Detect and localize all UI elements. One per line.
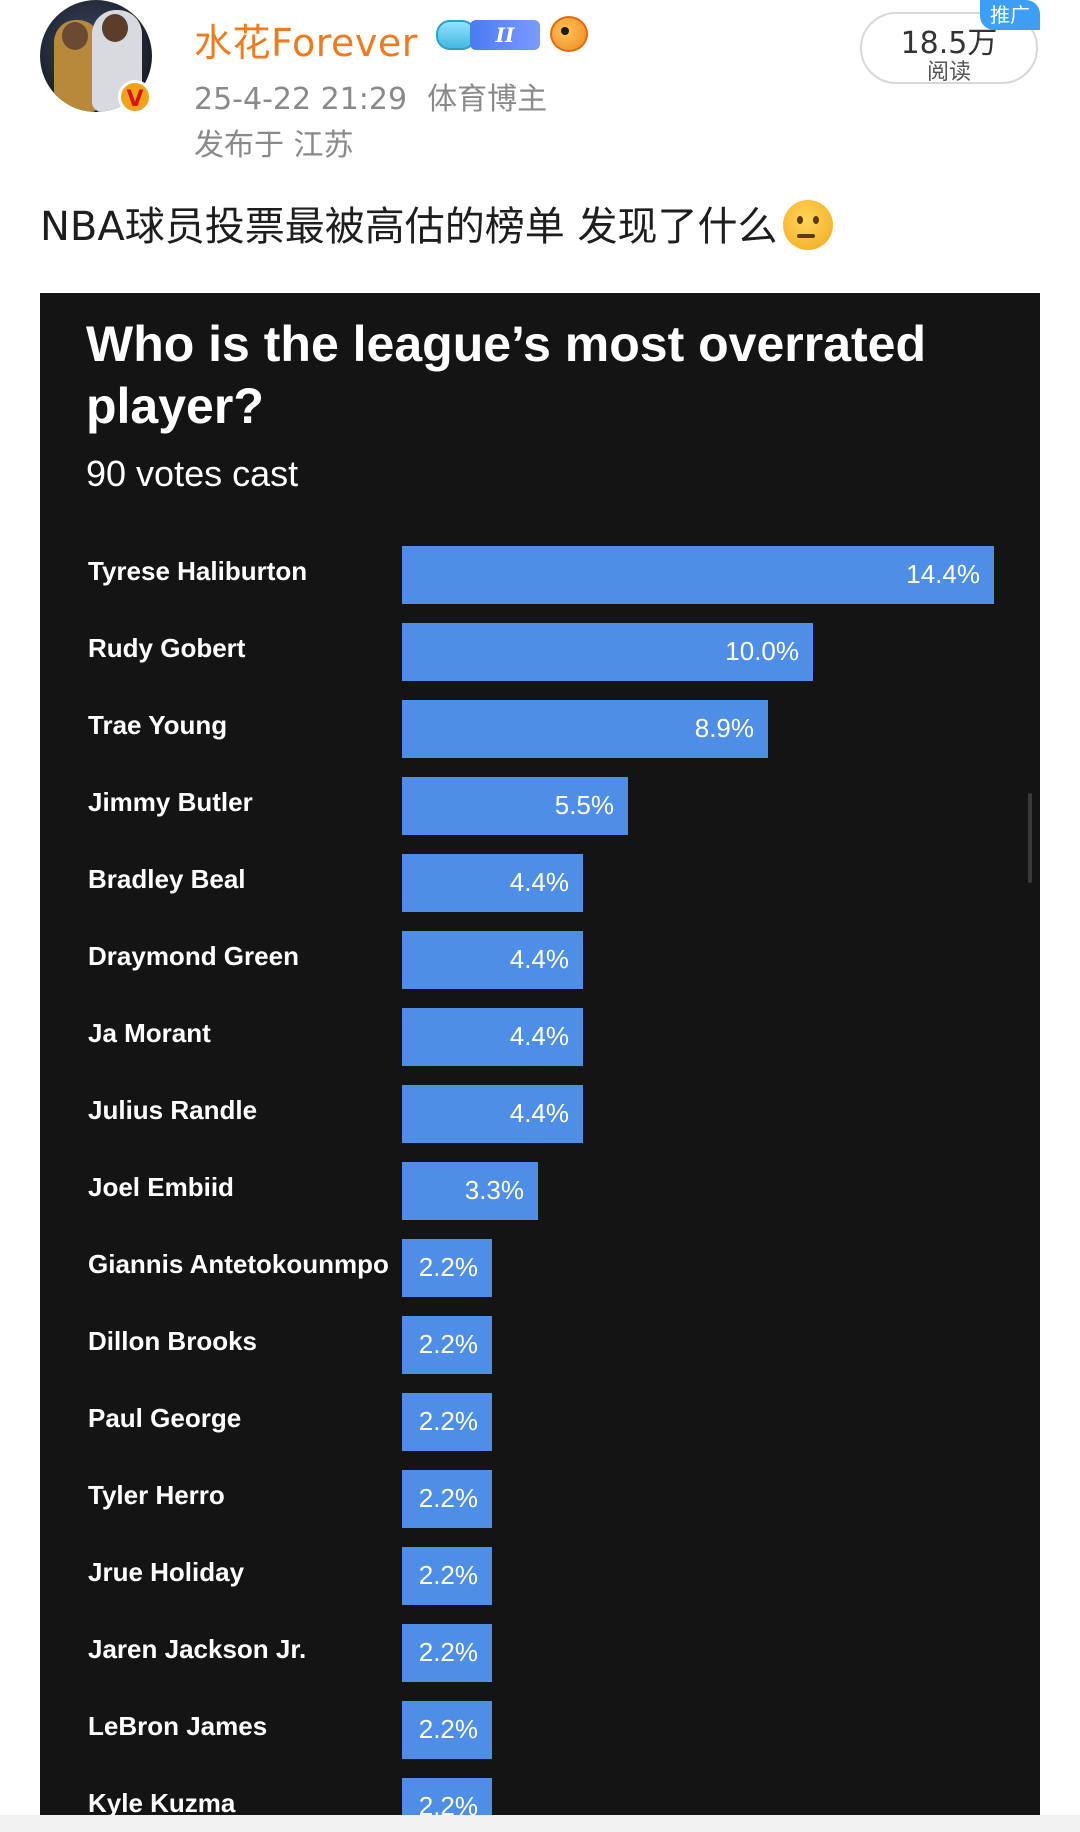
bar-value-label: 8.9% xyxy=(694,713,754,743)
bar: 2.2% xyxy=(402,1316,492,1374)
bar: 2.2% xyxy=(402,1393,492,1451)
bar: 2.2% xyxy=(402,1470,492,1528)
chart-image[interactable]: Who is the league’s most overrated playe… xyxy=(40,293,1040,1832)
bar: 14.4% xyxy=(402,546,994,604)
chart-row: LeBron James 2.2% xyxy=(40,1701,1040,1759)
bar-category-label: Ja Morant xyxy=(88,1018,211,1048)
post-date: 25-4-22 21:29 xyxy=(194,82,408,117)
bar-category-label: Dillon Brooks xyxy=(88,1326,258,1356)
bar-category-label: Tyrese Haliburton xyxy=(88,556,308,586)
chart-subtitle: 90 votes cast xyxy=(86,453,299,494)
avatar-face-left xyxy=(62,22,88,50)
bottom-strip xyxy=(0,1815,1080,1832)
bar: 4.4% xyxy=(402,1008,583,1066)
bar-value-label: 2.2% xyxy=(418,1560,478,1590)
level-badge[interactable]: II xyxy=(470,20,540,50)
bar-value-label: 4.4% xyxy=(509,1098,569,1128)
bar-value-label: 14.4% xyxy=(906,559,980,589)
post-text-content: NBA球员投票最被高估的榜单 发现了什么 xyxy=(40,204,778,250)
chart-row: Julius Randle 4.4% xyxy=(40,1085,1040,1143)
chart-row: Trae Young 8.9% xyxy=(40,700,1040,758)
post-text: NBA球员投票最被高估的榜单 发现了什么 xyxy=(40,194,834,252)
bar: 2.2% xyxy=(402,1701,492,1759)
verified-badge-icon: V xyxy=(118,80,152,114)
post-header: V 水花Forever II 25-4-22 21:29 体育博主 发布于 江苏 … xyxy=(0,0,1080,180)
bar: 2.2% xyxy=(402,1624,492,1682)
chart-title: Who is the league’s most overrated playe… xyxy=(86,316,927,434)
chart-row: Tyrese Haliburton 14.4% xyxy=(40,546,1040,604)
chart-row: Joel Embiid 3.3% xyxy=(40,1162,1040,1220)
bar-value-label: 2.2% xyxy=(418,1483,478,1513)
chart-row: Giannis Antetokounmpo 2.2% xyxy=(40,1239,1040,1297)
scroll-indicator xyxy=(1028,793,1032,883)
bar: 3.3% xyxy=(402,1162,538,1220)
bar-category-label: Paul George xyxy=(88,1403,242,1433)
chart-row: Draymond Green 4.4% xyxy=(40,931,1040,989)
bar-category-label: Julius Randle xyxy=(88,1095,258,1125)
bar-value-label: 2.2% xyxy=(418,1329,478,1359)
bar: 5.5% xyxy=(402,777,628,835)
bar-category-label: Jaren Jackson Jr. xyxy=(88,1634,307,1664)
chart-row: Paul George 2.2% xyxy=(40,1393,1040,1451)
bar-category-label: Joel Embiid xyxy=(88,1172,234,1202)
bar-value-label: 4.4% xyxy=(509,944,569,974)
bar-category-label: Tyler Herro xyxy=(88,1480,225,1510)
bar-value-label: 2.2% xyxy=(418,1714,478,1744)
chart-row: Bradley Beal 4.4% xyxy=(40,854,1040,912)
bar: 10.0% xyxy=(402,623,813,681)
user-avatar[interactable] xyxy=(40,0,152,112)
bar-category-label: Jimmy Butler xyxy=(88,787,253,817)
post-meta: 25-4-22 21:29 体育博主 xyxy=(194,74,567,118)
bar-value-label: 3.3% xyxy=(464,1175,524,1205)
chart-row: Jrue Holiday 2.2% xyxy=(40,1547,1040,1605)
member-badge-icon[interactable] xyxy=(436,20,476,50)
bar: 4.4% xyxy=(402,1085,583,1143)
bar-value-label: 10.0% xyxy=(725,636,799,666)
bar-category-label: Giannis Antetokounmpo xyxy=(88,1249,389,1279)
username[interactable]: 水花Forever xyxy=(194,21,418,65)
bar: 4.4% xyxy=(402,931,583,989)
bar: 2.2% xyxy=(402,1547,492,1605)
bar-value-label: 2.2% xyxy=(418,1406,478,1436)
chart-row: Jaren Jackson Jr. 2.2% xyxy=(40,1624,1040,1682)
bar-category-label: Jrue Holiday xyxy=(88,1557,245,1587)
bar-category-label: Draymond Green xyxy=(88,941,299,971)
chart-row: Jimmy Butler 5.5% xyxy=(40,777,1040,835)
bar-category-label: Trae Young xyxy=(88,710,228,740)
avatar-face-right xyxy=(102,14,128,42)
bar: 4.4% xyxy=(402,854,583,912)
bar-value-label: 2.2% xyxy=(418,1252,478,1282)
post-location: 发布于 江苏 xyxy=(194,128,354,163)
promo-tag[interactable]: 推广 xyxy=(980,0,1040,30)
bar-value-label: 4.4% xyxy=(509,1021,569,1051)
bar-value-label: 2.2% xyxy=(418,1637,478,1667)
chart-row: Tyler Herro 2.2% xyxy=(40,1470,1040,1528)
user-tag: 体育博主 xyxy=(427,82,548,117)
fan-badge-icon[interactable] xyxy=(550,16,588,52)
bar-value-label: 4.4% xyxy=(509,867,569,897)
bar-category-label: Kyle Kuzma xyxy=(88,1788,236,1818)
bar-chart: Tyrese Haliburton 14.4% Rudy Gobert 10.0% Tr… xyxy=(40,293,1040,1832)
bar: 8.9% xyxy=(402,700,768,758)
bar-category-label: LeBron James xyxy=(88,1711,268,1741)
bar: 2.2% xyxy=(402,1239,492,1297)
bar-category-label: Rudy Gobert xyxy=(88,633,246,663)
bar-value-label: 5.5% xyxy=(554,790,614,820)
views-count: 18.5万 xyxy=(900,26,998,61)
chart-row: Ja Morant 4.4% xyxy=(40,1008,1040,1066)
views-label: 阅读 xyxy=(926,60,971,85)
thinking-face-icon xyxy=(783,200,834,250)
chart-row: Rudy Gobert 10.0% xyxy=(40,623,1040,681)
bar-category-label: Bradley Beal xyxy=(88,864,246,894)
chart-row: Dillon Brooks 2.2% xyxy=(40,1316,1040,1374)
